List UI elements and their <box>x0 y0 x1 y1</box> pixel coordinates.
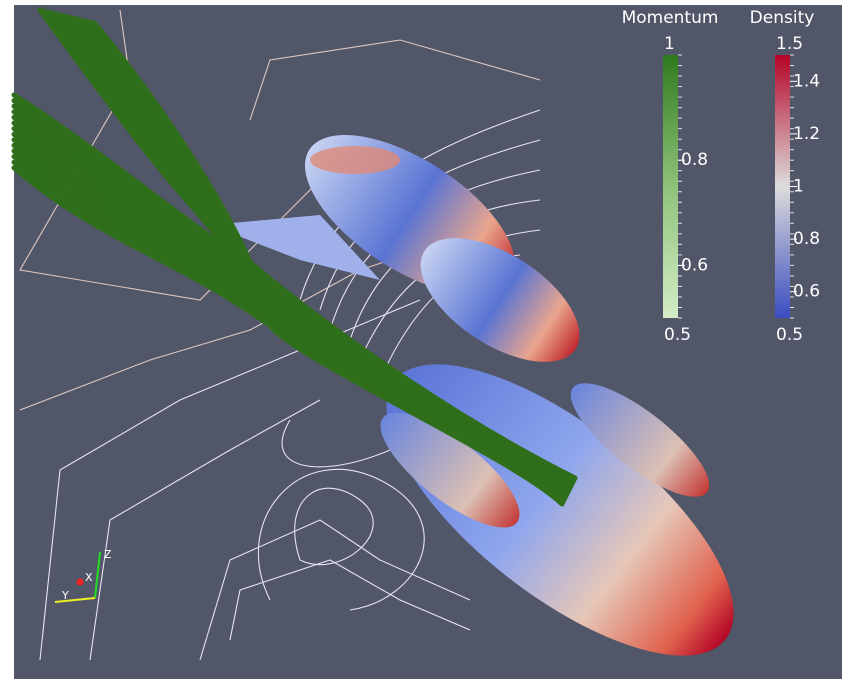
tick-label: 0.5 <box>664 325 691 345</box>
engine-pods <box>310 146 400 174</box>
tick-label: 1 <box>664 34 675 54</box>
y-axis <box>54 597 96 603</box>
streamline <box>11 165 269 326</box>
streamline <box>11 98 236 259</box>
tick-label: 1.4 <box>793 71 820 91</box>
orbiter-nose <box>420 238 580 362</box>
streamline <box>11 114 244 275</box>
wing <box>210 215 380 280</box>
booster-left <box>380 412 520 528</box>
tick-label: 0.8 <box>681 150 708 170</box>
legend-title: Density <box>750 8 815 28</box>
streamline <box>11 120 247 281</box>
color-bar <box>775 55 790 318</box>
z-axis <box>94 551 101 599</box>
streamline <box>11 109 241 270</box>
tick-label: 0.8 <box>793 229 820 249</box>
axis-label: Z <box>104 548 112 561</box>
booster-right <box>570 383 710 497</box>
streamline <box>92 20 565 507</box>
axes-triad: Z X Y <box>54 548 112 603</box>
tick-label: 0.5 <box>776 325 803 345</box>
streamlines <box>11 7 578 507</box>
streamline <box>11 103 239 264</box>
tick-label: 1.2 <box>793 124 820 144</box>
tick-label: 1 <box>793 177 804 197</box>
legend-title: Momentum <box>622 8 719 28</box>
streamline <box>11 137 255 298</box>
streamline <box>11 131 253 292</box>
tick-label: 0.6 <box>793 282 820 302</box>
streamline <box>11 142 258 303</box>
tick-label: 0.6 <box>681 255 708 275</box>
shuttle <box>210 135 734 656</box>
axis-label: Y <box>61 589 69 602</box>
streamline <box>11 126 250 287</box>
streamline <box>11 154 264 315</box>
streamline <box>11 159 267 320</box>
color-bar <box>663 55 678 318</box>
streamline <box>11 92 233 253</box>
tick-label: 1.5 <box>776 34 803 54</box>
x-axis <box>76 578 84 586</box>
streamline <box>11 148 261 309</box>
axis-label: X <box>85 571 93 584</box>
